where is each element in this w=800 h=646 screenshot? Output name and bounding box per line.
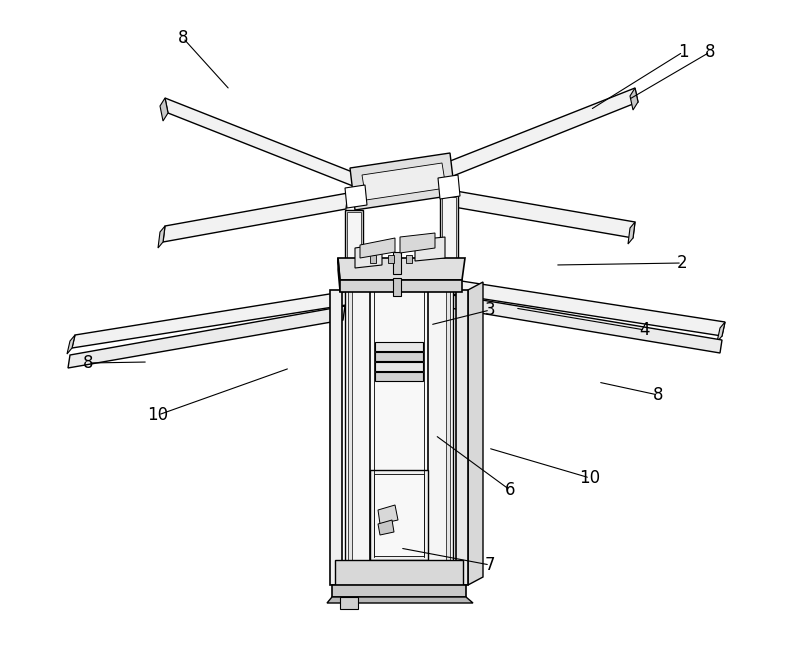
Polygon shape xyxy=(68,306,345,368)
Bar xyxy=(393,278,401,296)
Polygon shape xyxy=(163,193,348,242)
Bar xyxy=(442,197,456,273)
Bar xyxy=(330,290,342,585)
Polygon shape xyxy=(338,258,465,280)
Polygon shape xyxy=(628,222,635,244)
Text: 8: 8 xyxy=(653,386,663,404)
Polygon shape xyxy=(438,175,460,199)
Polygon shape xyxy=(355,244,382,268)
Polygon shape xyxy=(448,190,635,238)
Polygon shape xyxy=(362,163,446,200)
Bar xyxy=(370,255,376,263)
Bar xyxy=(440,195,458,275)
Bar xyxy=(340,597,358,609)
Polygon shape xyxy=(345,185,367,208)
Polygon shape xyxy=(72,291,348,348)
Polygon shape xyxy=(400,233,435,253)
Polygon shape xyxy=(415,237,445,261)
Bar xyxy=(347,212,361,288)
Bar xyxy=(335,560,463,585)
Polygon shape xyxy=(435,165,443,188)
Bar xyxy=(370,290,428,560)
Bar xyxy=(374,474,424,556)
Polygon shape xyxy=(630,88,638,110)
Polygon shape xyxy=(350,153,455,210)
Bar xyxy=(375,342,423,351)
Text: 8: 8 xyxy=(82,354,94,372)
Polygon shape xyxy=(165,98,363,190)
Polygon shape xyxy=(450,295,722,353)
Polygon shape xyxy=(378,505,398,524)
Bar xyxy=(348,290,352,585)
Bar xyxy=(446,290,450,585)
Polygon shape xyxy=(717,322,725,342)
Text: 10: 10 xyxy=(579,469,601,487)
Text: 10: 10 xyxy=(147,406,169,424)
Polygon shape xyxy=(378,520,394,535)
Bar xyxy=(393,252,401,274)
Text: 7: 7 xyxy=(485,556,495,574)
Polygon shape xyxy=(158,226,165,248)
Bar xyxy=(332,585,466,597)
Bar xyxy=(345,290,453,585)
Bar xyxy=(370,470,428,560)
Bar xyxy=(388,255,394,263)
Text: 1: 1 xyxy=(678,43,688,61)
Polygon shape xyxy=(440,88,638,180)
Text: 3: 3 xyxy=(485,301,495,319)
Polygon shape xyxy=(67,335,75,354)
Bar xyxy=(375,362,423,371)
Polygon shape xyxy=(468,282,483,585)
Bar xyxy=(375,372,423,381)
Polygon shape xyxy=(355,175,363,198)
Bar xyxy=(406,255,412,263)
Text: 6: 6 xyxy=(505,481,515,499)
Polygon shape xyxy=(338,258,340,292)
Polygon shape xyxy=(452,280,725,336)
Polygon shape xyxy=(160,98,168,121)
Text: 8: 8 xyxy=(705,43,715,61)
Polygon shape xyxy=(340,280,462,292)
Text: 4: 4 xyxy=(640,321,650,339)
Bar xyxy=(345,210,363,290)
Text: 2: 2 xyxy=(677,254,687,272)
Text: 8: 8 xyxy=(178,29,188,47)
Bar xyxy=(456,290,468,585)
Polygon shape xyxy=(360,238,395,258)
Polygon shape xyxy=(327,597,473,603)
Bar xyxy=(375,352,423,361)
